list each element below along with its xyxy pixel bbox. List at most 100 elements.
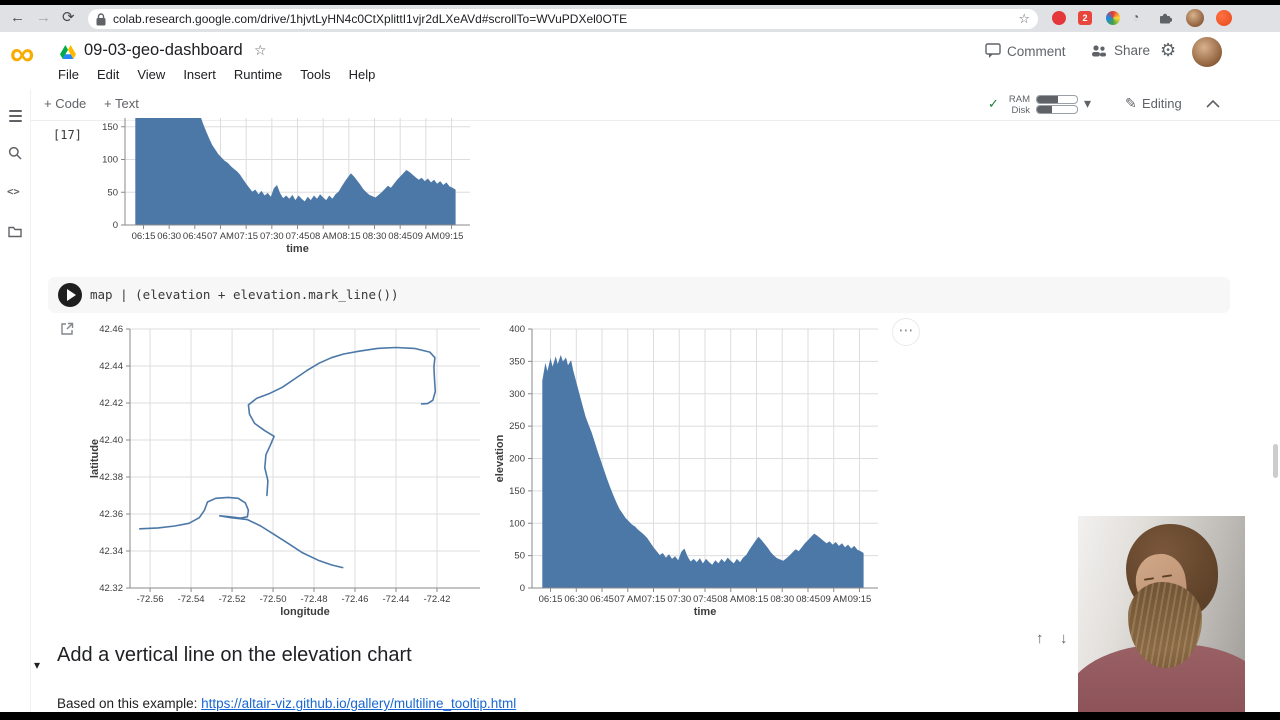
browser-profile-avatar[interactable] [1186,9,1204,27]
svg-text:08 AM: 08 AM [310,231,337,242]
output-options-button[interactable]: ⋯ [892,318,920,346]
svg-text:06:45: 06:45 [183,231,207,242]
browser-forward-icon[interactable]: → [36,9,51,26]
browser-chrome: ← → ⟳ colab.research.google.com/drive/1h… [0,5,1280,32]
connected-check-icon: ✓ [988,96,999,111]
collapse-chevron-icon[interactable] [1206,99,1220,108]
svg-text:-72.56: -72.56 [137,594,164,605]
svg-text:08:15: 08:15 [745,594,769,605]
notebook-title[interactable]: 09-03-geo-dashboard [84,41,243,59]
svg-text:09 AM: 09 AM [412,231,439,242]
example-link[interactable]: https://altair-viz.github.io/gallery/mul… [201,696,517,711]
svg-text:latitude: latitude [89,439,101,478]
notebook-toolbar: + Code + Text ✓ RAM Disk ▾ ✎ Editing [0,88,1280,121]
svg-text:-72.44: -72.44 [383,594,410,605]
letterbox-bottom [0,712,1280,720]
svg-text:07:30: 07:30 [260,231,284,242]
svg-text:08:30: 08:30 [363,231,387,242]
menu-file[interactable]: File [58,67,79,82]
webcam-overlay [1078,516,1245,712]
svg-text:06:15: 06:15 [539,594,563,605]
scroll-down-icon[interactable]: ↓ [1060,630,1068,647]
bookmark-star-icon[interactable]: ☆ [1018,11,1030,26]
svg-text:07:30: 07:30 [667,594,691,605]
star-notebook-icon[interactable]: ☆ [254,42,267,58]
menu-runtime[interactable]: Runtime [233,67,283,82]
add-code-button[interactable]: + Code [44,96,87,111]
menu-bar: File Edit View Insert Runtime Tools Help [49,66,384,84]
svg-text:42.34: 42.34 [99,546,123,557]
svg-text:250: 250 [509,421,525,432]
svg-text:09:15: 09:15 [848,594,872,605]
menu-edit[interactable]: Edit [96,67,120,82]
play-icon [67,289,76,301]
svg-text:elevation: elevation [495,434,506,482]
files-folder-icon[interactable] [8,226,22,238]
disk-usage-bar [1036,105,1078,114]
menu-insert[interactable]: Insert [183,67,216,82]
menu-help[interactable]: Help [348,67,376,82]
code-text[interactable]: map | (elevation + elevation.mark_line()… [90,287,399,302]
svg-text:06:15: 06:15 [132,231,156,242]
colab-logo[interactable]: ∞ [10,35,35,73]
table-of-contents-icon[interactable] [9,110,22,125]
letterbox-top [0,0,1280,5]
url-text: colab.research.google.com/drive/1hjvtLyH… [113,12,628,26]
extensions-puzzle-icon[interactable] [1158,11,1172,25]
elevation-area-chart-clipped: 06:15 06:30 06:45 07 AM 07:15 07:30 07:45 08 AM… [102,118,470,255]
share-button[interactable]: Share [1090,43,1150,58]
output-expand-icon[interactable] [60,322,74,336]
ram-label: RAM [1008,94,1030,105]
settings-gear-icon[interactable]: ⚙ [1160,40,1177,60]
menu-tools[interactable]: Tools [300,67,331,82]
svg-text:50: 50 [514,551,525,562]
browser-back-icon[interactable]: ← [10,9,25,26]
svg-text:400: 400 [509,324,525,335]
badge-extension-icon[interactable]: 2 [1078,11,1092,25]
section-heading: Add a vertical line on the elevation cha… [57,644,412,666]
resources-dropdown-icon[interactable]: ▾ [1084,95,1092,111]
search-icon[interactable] [8,146,22,160]
svg-text:07:15: 07:15 [642,594,666,605]
url-bar[interactable]: colab.research.google.com/drive/1hjvtLyH… [88,9,1038,29]
markdown-text: Based on this example: [57,696,202,711]
adblock-extension-icon[interactable] [1052,11,1066,25]
comment-button[interactable]: Comment [985,43,1066,59]
svg-text:08:30: 08:30 [770,594,794,605]
add-text-button[interactable]: + Text [104,96,139,111]
ram-usage-bar [1036,95,1078,104]
svg-text:time: time [286,243,309,255]
account-avatar[interactable] [1192,37,1222,67]
colorful-extension-icon[interactable] [1106,11,1120,25]
comment-icon [985,43,1001,58]
svg-text:150: 150 [102,122,118,133]
orange-profile-icon[interactable] [1216,10,1232,26]
editing-mode-button[interactable]: Editing [1142,96,1182,111]
scroll-up-icon[interactable]: ↑ [1036,630,1044,647]
svg-text:350: 350 [509,356,525,367]
svg-text:-72.52: -72.52 [219,594,246,605]
svg-text:300: 300 [509,389,525,400]
svg-text:08:15: 08:15 [337,231,361,242]
share-people-icon [1092,44,1106,56]
svg-text:100: 100 [102,155,118,166]
comment-label: Comment [1007,43,1066,59]
scrollbar-thumb[interactable] [1273,444,1278,478]
svg-text:0: 0 [113,220,118,231]
svg-text:08:45: 08:45 [796,594,820,605]
svg-text:longitude: longitude [280,606,330,618]
browser-reload-icon[interactable]: ⟳ [62,9,75,26]
markdown-paragraph: Based on this example: https://altair-vi… [57,696,516,711]
svg-text:42.40: 42.40 [99,435,123,446]
svg-text:42.42: 42.42 [99,398,123,409]
svg-text:08 AM: 08 AM [717,594,744,605]
code-snippets-icon[interactable]: <> [7,186,20,198]
section-collapse-icon[interactable]: ▾ [34,658,41,672]
code-cell[interactable]: map | (elevation + elevation.mark_line()… [48,277,1230,313]
disk-label: Disk [1011,105,1030,116]
menu-view[interactable]: View [137,67,166,82]
editing-pencil-icon: ✎ [1125,95,1137,111]
history-extension-icon[interactable]: ◔ [1132,10,1140,24]
svg-text:-72.42: -72.42 [423,594,450,605]
run-cell-button[interactable] [58,283,82,307]
